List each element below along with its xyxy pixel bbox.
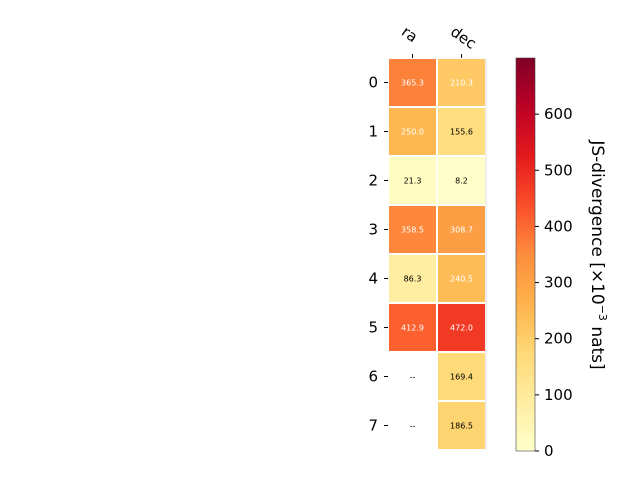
cell-value-label: -- [410,422,416,431]
colorbar-tick-label: 500 [544,161,573,179]
colorbar-label: JS-divergence [×10−3 nats] [587,139,609,369]
row-label: 6 [368,368,378,386]
row-label: 7 [368,417,378,435]
row-tick-labels: 0 1 2 3 4 5 6 7 [368,74,388,435]
heatmap-cell [389,402,436,449]
cell-value-label: 308.7 [450,226,473,235]
cell-value-label: 21.3 [404,177,422,186]
heatmap-cell [438,108,485,155]
cell-value-label: 210.3 [450,79,473,88]
colorbar-label-exponent: −3 [596,305,609,321]
colorbar-tick-label: 200 [544,330,573,348]
colorbar-tick-label: 0 [544,442,554,460]
heatmap-cell [438,206,485,253]
column-label: ra [398,23,421,47]
heatmap-cell [438,255,485,302]
row-label: 1 [368,123,378,141]
heatmap-cell [389,353,436,400]
colorbar [515,57,536,452]
row-label: 2 [368,172,378,190]
cell-value-label: 86.3 [404,275,422,284]
cell-value-label: 155.6 [450,128,473,137]
colorbar-tick-label: 600 [544,105,573,123]
cell-value-label: 412.9 [401,324,424,333]
colorbar-label-prefix: JS-divergence [×10 [587,139,607,304]
heatmap-cell [389,255,436,302]
column-tick-labels: ra dec [398,23,480,58]
cell-value-label: 169.4 [450,373,473,382]
cell-value-label: 365.3 [401,79,424,88]
heatmap-cell [389,304,436,351]
heatmap-cell [438,304,485,351]
cell-value-label: 472.0 [450,324,473,333]
heatmap-cell [389,108,436,155]
cell-value-label: 186.5 [450,422,473,431]
colorbar-label-suffix: nats] [587,321,607,370]
heatmap-cells: 365.3 210.3 250.0 155.6 21.3 8.2 358.5 308.7 86.… [389,58,487,450]
cell-value-label: 358.5 [401,226,424,235]
cell-value-label: 240.5 [450,275,473,284]
heatmap-cell [438,353,485,400]
heatmap-cell [438,157,485,204]
column-label: dec [447,23,479,53]
row-label: 0 [368,74,378,92]
heatmap-cell [389,157,436,204]
cell-value-label: 250.0 [401,128,424,137]
colorbar-tick-label: 400 [544,217,573,235]
row-label: 5 [368,319,378,337]
row-label: 4 [368,270,378,288]
heatmap-cell [438,402,485,449]
row-label: 3 [368,221,378,239]
colorbar-ticks: 0 100 200 300 400 500 600 [535,105,573,460]
heatmap-cell [389,206,436,253]
colorbar-tick-label: 300 [544,274,573,292]
heatmap-cell [438,59,485,106]
cell-value-label: 8.2 [455,177,468,186]
heatmap-cell [389,59,436,106]
colorbar-tick-label: 100 [544,386,573,404]
cell-value-label: -- [410,373,416,382]
